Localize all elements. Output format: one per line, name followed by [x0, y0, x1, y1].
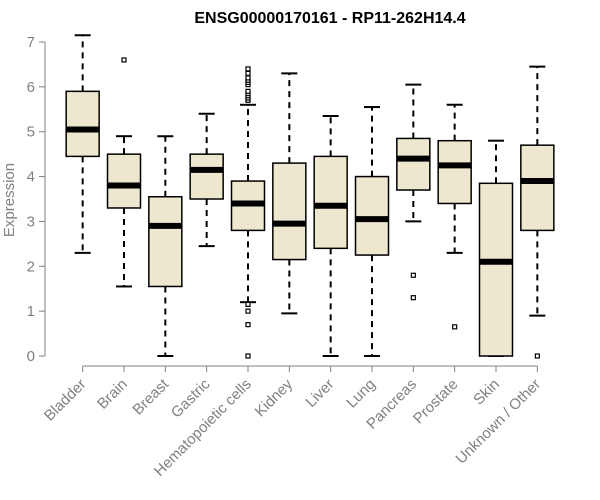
y-tick-label-3: 3	[27, 213, 35, 230]
y-axis: 0 1 2 3 4 5 6 7	[27, 34, 46, 365]
box-breast	[148, 135, 183, 357]
y-tick-label-6: 6	[27, 79, 35, 96]
outlier-point-hematopoietic-cells-0	[245, 353, 251, 359]
box-skin	[478, 139, 514, 357]
iqr-box-bladder	[65, 90, 100, 158]
y-tick-label-7: 7	[27, 34, 35, 51]
iqr-box-prostate	[437, 139, 472, 205]
y-tick-label-2: 2	[27, 258, 35, 275]
x-tick-label-breast: Breast	[129, 375, 172, 418]
outlier-point-pancreas-0	[410, 295, 416, 301]
box-prostate	[437, 103, 472, 330]
outlier-point-hematopoietic-cells-1	[245, 322, 251, 328]
box-pancreas	[396, 83, 431, 301]
y-tick-label-5: 5	[27, 124, 35, 141]
box-unknown-other	[520, 65, 555, 359]
outlier-point-hematopoietic-cells-3	[245, 301, 251, 308]
iqr-box-gastric	[189, 153, 224, 200]
outlier-point-unknown-other-0	[534, 353, 540, 359]
iqr-box-kidney	[272, 162, 307, 261]
x-tick-label-lung: Lung	[343, 376, 379, 412]
x-tick-label-liver: Liver	[302, 376, 337, 411]
outlier-point-hematopoietic-cells-12	[245, 75, 251, 81]
box-brain	[106, 57, 142, 288]
box-kidney	[272, 72, 307, 315]
y-tick-label-1: 1	[27, 303, 35, 320]
y-tick-label-0: 0	[27, 348, 35, 365]
outlier-point-hematopoietic-cells-2	[245, 308, 251, 314]
x-tick-label-kidney: Kidney	[252, 375, 297, 420]
iqr-box-skin	[478, 182, 514, 357]
outlier-point-hematopoietic-cells-14	[245, 66, 251, 72]
box-liver	[313, 115, 348, 357]
box-gastric	[189, 112, 224, 248]
iqr-box-unknown-other	[520, 144, 555, 232]
outlier-point-hematopoietic-cells-13	[245, 70, 251, 77]
x-tick-label-bladder: Bladder	[41, 376, 90, 425]
x-tick-label-skin: Skin	[470, 376, 503, 409]
box-hematopoietic-cells	[230, 66, 266, 359]
iqr-box-brain	[106, 153, 142, 209]
box-bladder	[65, 34, 100, 254]
x-tick-label-brain: Brain	[94, 376, 131, 413]
outlier-point-prostate-0	[452, 324, 458, 330]
iqr-box-lung	[354, 175, 390, 256]
box-series	[65, 34, 555, 359]
chart-title: ENSG00000170161 - RP11-262H14.4	[194, 10, 465, 27]
x-tick-label-prostate: Prostate	[410, 376, 462, 428]
y-axis-label: Expression	[1, 163, 18, 237]
iqr-box-pancreas	[396, 137, 431, 191]
outlier-point-hematopoietic-cells-8	[245, 88, 251, 94]
iqr-box-breast	[148, 196, 183, 288]
outlier-point-pancreas-1	[410, 272, 416, 278]
iqr-box-liver	[313, 155, 348, 250]
box-lung	[354, 106, 390, 357]
y-tick-label-4: 4	[27, 169, 35, 186]
outlier-point-brain-0	[121, 57, 127, 63]
